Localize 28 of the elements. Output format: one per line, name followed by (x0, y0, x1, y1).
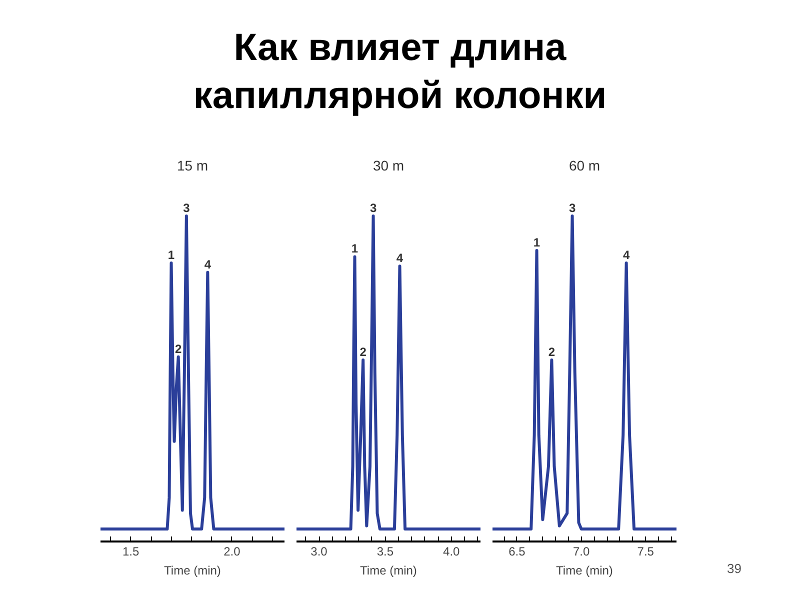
annotation: 3 (370, 201, 377, 216)
x-axis-title: Time (min) (164, 564, 221, 578)
x-tick-label: 1.5 (122, 544, 140, 558)
annotation: 1 (168, 248, 175, 262)
text: Как влияет длина капиллярной колонки (192, 26, 608, 118)
annotation: 2 (360, 345, 367, 359)
x-axis-title: Time (min) (360, 564, 417, 578)
annotation: 2 (548, 345, 556, 359)
text: 39 (727, 560, 742, 578)
annotation: 4 (204, 257, 212, 272)
x-tick-label: 4.0 (443, 544, 460, 558)
x-tick-label: 3.0 (310, 544, 328, 558)
annotation: 2 (175, 342, 182, 356)
annotation: 4 (396, 251, 404, 266)
annotation: 3 (568, 201, 576, 216)
x-tick-label: 7.0 (572, 544, 590, 558)
annotation: 4 (622, 248, 630, 262)
chart-subtitle: 30 m (372, 158, 404, 174)
x-tick-label: 2.0 (224, 544, 241, 558)
chart-subtitle: 60 m (568, 158, 600, 174)
x-tick-label: 7.5 (637, 544, 654, 558)
annotation: 1 (351, 242, 358, 256)
chart-subtitle: 15 m (176, 158, 208, 174)
x-tick-label: 3.5 (376, 544, 394, 558)
annotation: 3 (183, 201, 190, 216)
x-axis-title: Time (min) (556, 564, 613, 578)
x-tick-label: 6.5 (508, 544, 526, 558)
annotation: 1 (533, 235, 540, 250)
